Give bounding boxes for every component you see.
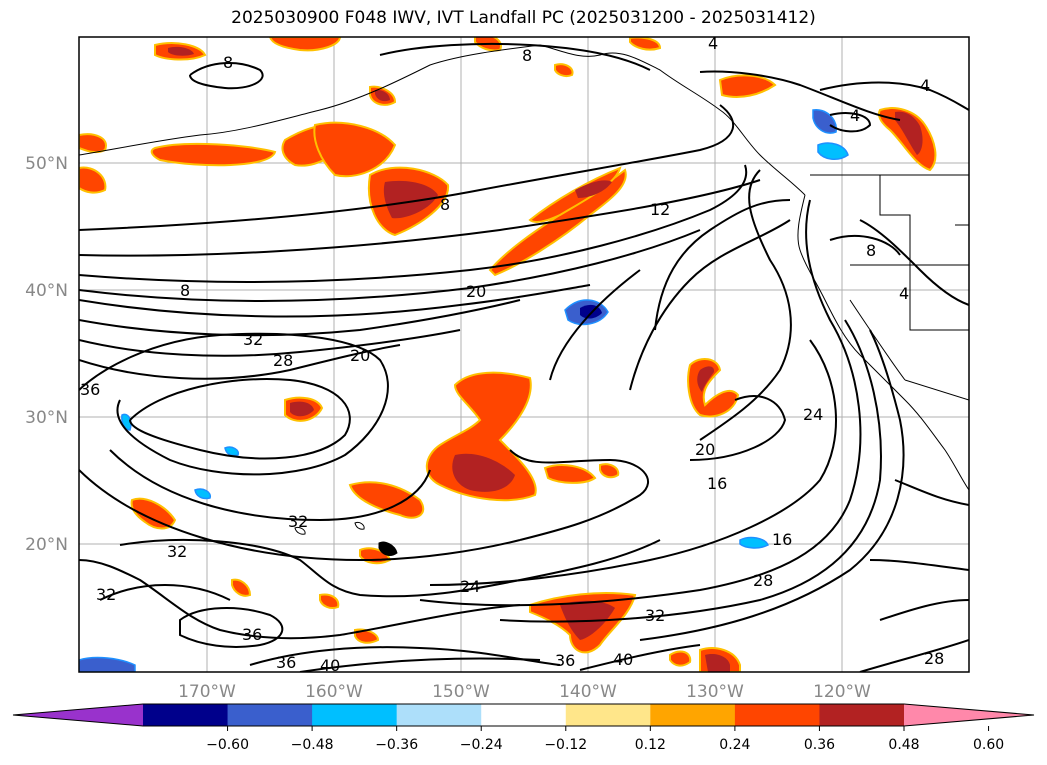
ivt-contours (79, 42, 969, 672)
colorbar-swatch (312, 704, 398, 726)
contour-label-group: 8 8 8 8 4 4 4 4 8 12 20 20 32 28 36 32 3… (80, 34, 944, 675)
lon-label: 120°W (813, 682, 871, 702)
contour-label: 16 (772, 530, 792, 549)
contour-label: 12 (650, 200, 670, 219)
colorbar-tick-label: 0.60 (973, 737, 1004, 753)
colorbar-tick-label: 0.24 (719, 737, 750, 753)
contour-label: 4 (850, 106, 860, 125)
colorbar-extend-max (904, 704, 1034, 726)
contour-label: 8 (866, 241, 876, 260)
lon-label: 140°W (559, 682, 617, 702)
contour-label: 4 (920, 76, 930, 95)
contour-label: 32 (645, 606, 665, 625)
contour-label: 28 (924, 649, 944, 668)
colorbar-tick-label: 0.12 (635, 737, 666, 753)
contour-label: 20 (695, 440, 715, 459)
map-area (79, 37, 969, 672)
colorbar-swatch (819, 704, 905, 726)
contour-label: 24 (803, 405, 823, 424)
colorbar-tick-label: −0.36 (375, 737, 418, 753)
contour-label: 24 (460, 577, 480, 596)
contour-label: 36 (242, 625, 262, 644)
lon-label: 170°W (178, 682, 236, 702)
colorbar-tick-label: −0.24 (460, 737, 503, 753)
contour-label: 4 (708, 34, 718, 53)
contour-label: 8 (180, 281, 190, 300)
lat-label: 50°N (25, 154, 68, 174)
lat-label: 30°N (25, 408, 68, 428)
lon-label: 150°W (432, 682, 490, 702)
contour-label: 16 (707, 474, 727, 493)
contour-label: 32 (243, 330, 263, 349)
lon-label: 160°W (305, 682, 363, 702)
contour-label: 20 (466, 282, 486, 301)
map-frame (78, 36, 970, 673)
colorbar-swatch (565, 704, 651, 726)
contour-label: 28 (273, 351, 293, 370)
contour-label: 36 (555, 651, 575, 670)
contour-label: 8 (223, 53, 233, 72)
colorbar-tick-label: −0.60 (206, 737, 249, 753)
contour-label: 36 (80, 380, 100, 399)
lon-label: 130°W (686, 682, 744, 702)
lat-label: 40°N (25, 281, 68, 301)
contour-label: 8 (522, 46, 532, 65)
colorbar-swatch (143, 704, 229, 726)
contour-label: 28 (753, 571, 773, 590)
lat-label: 20°N (25, 535, 68, 555)
colorbar: −0.60 −0.48 −0.36 −0.24 −0.12 0.12 0.24 0.36 0.4… (12, 703, 1035, 753)
pc-negative-shading (79, 109, 849, 672)
contour-label: 40 (613, 650, 633, 669)
colorbar-tick-label: 0.48 (888, 737, 919, 753)
contour-label: 32 (288, 512, 308, 531)
contour-label: 40 (320, 656, 340, 675)
colorbar-swatch (227, 704, 313, 726)
colorbar-tick-label: 0.36 (804, 737, 835, 753)
contour-label: 4 (899, 284, 909, 303)
colorbar-swatch (734, 704, 820, 726)
contour-label: 8 (440, 195, 450, 214)
colorbar-swatch (481, 704, 567, 726)
contour-label: 32 (167, 542, 187, 561)
coastlines (79, 44, 969, 556)
contour-label: 36 (276, 653, 296, 672)
colorbar-tick-label: −0.48 (291, 737, 334, 753)
colorbar-outline (12, 703, 1035, 727)
colorbar-swatch (396, 704, 482, 726)
colorbar-tick-label: −0.12 (544, 737, 587, 753)
map-title: 2025030900 F048 IWV, IVT Landfall PC (20… (231, 8, 816, 28)
colorbar-swatch (650, 704, 736, 726)
pc-positive-shading (79, 37, 937, 672)
contour-label: 20 (350, 346, 370, 365)
contour-label: 32 (96, 585, 116, 604)
colorbar-extend-min (13, 704, 143, 726)
